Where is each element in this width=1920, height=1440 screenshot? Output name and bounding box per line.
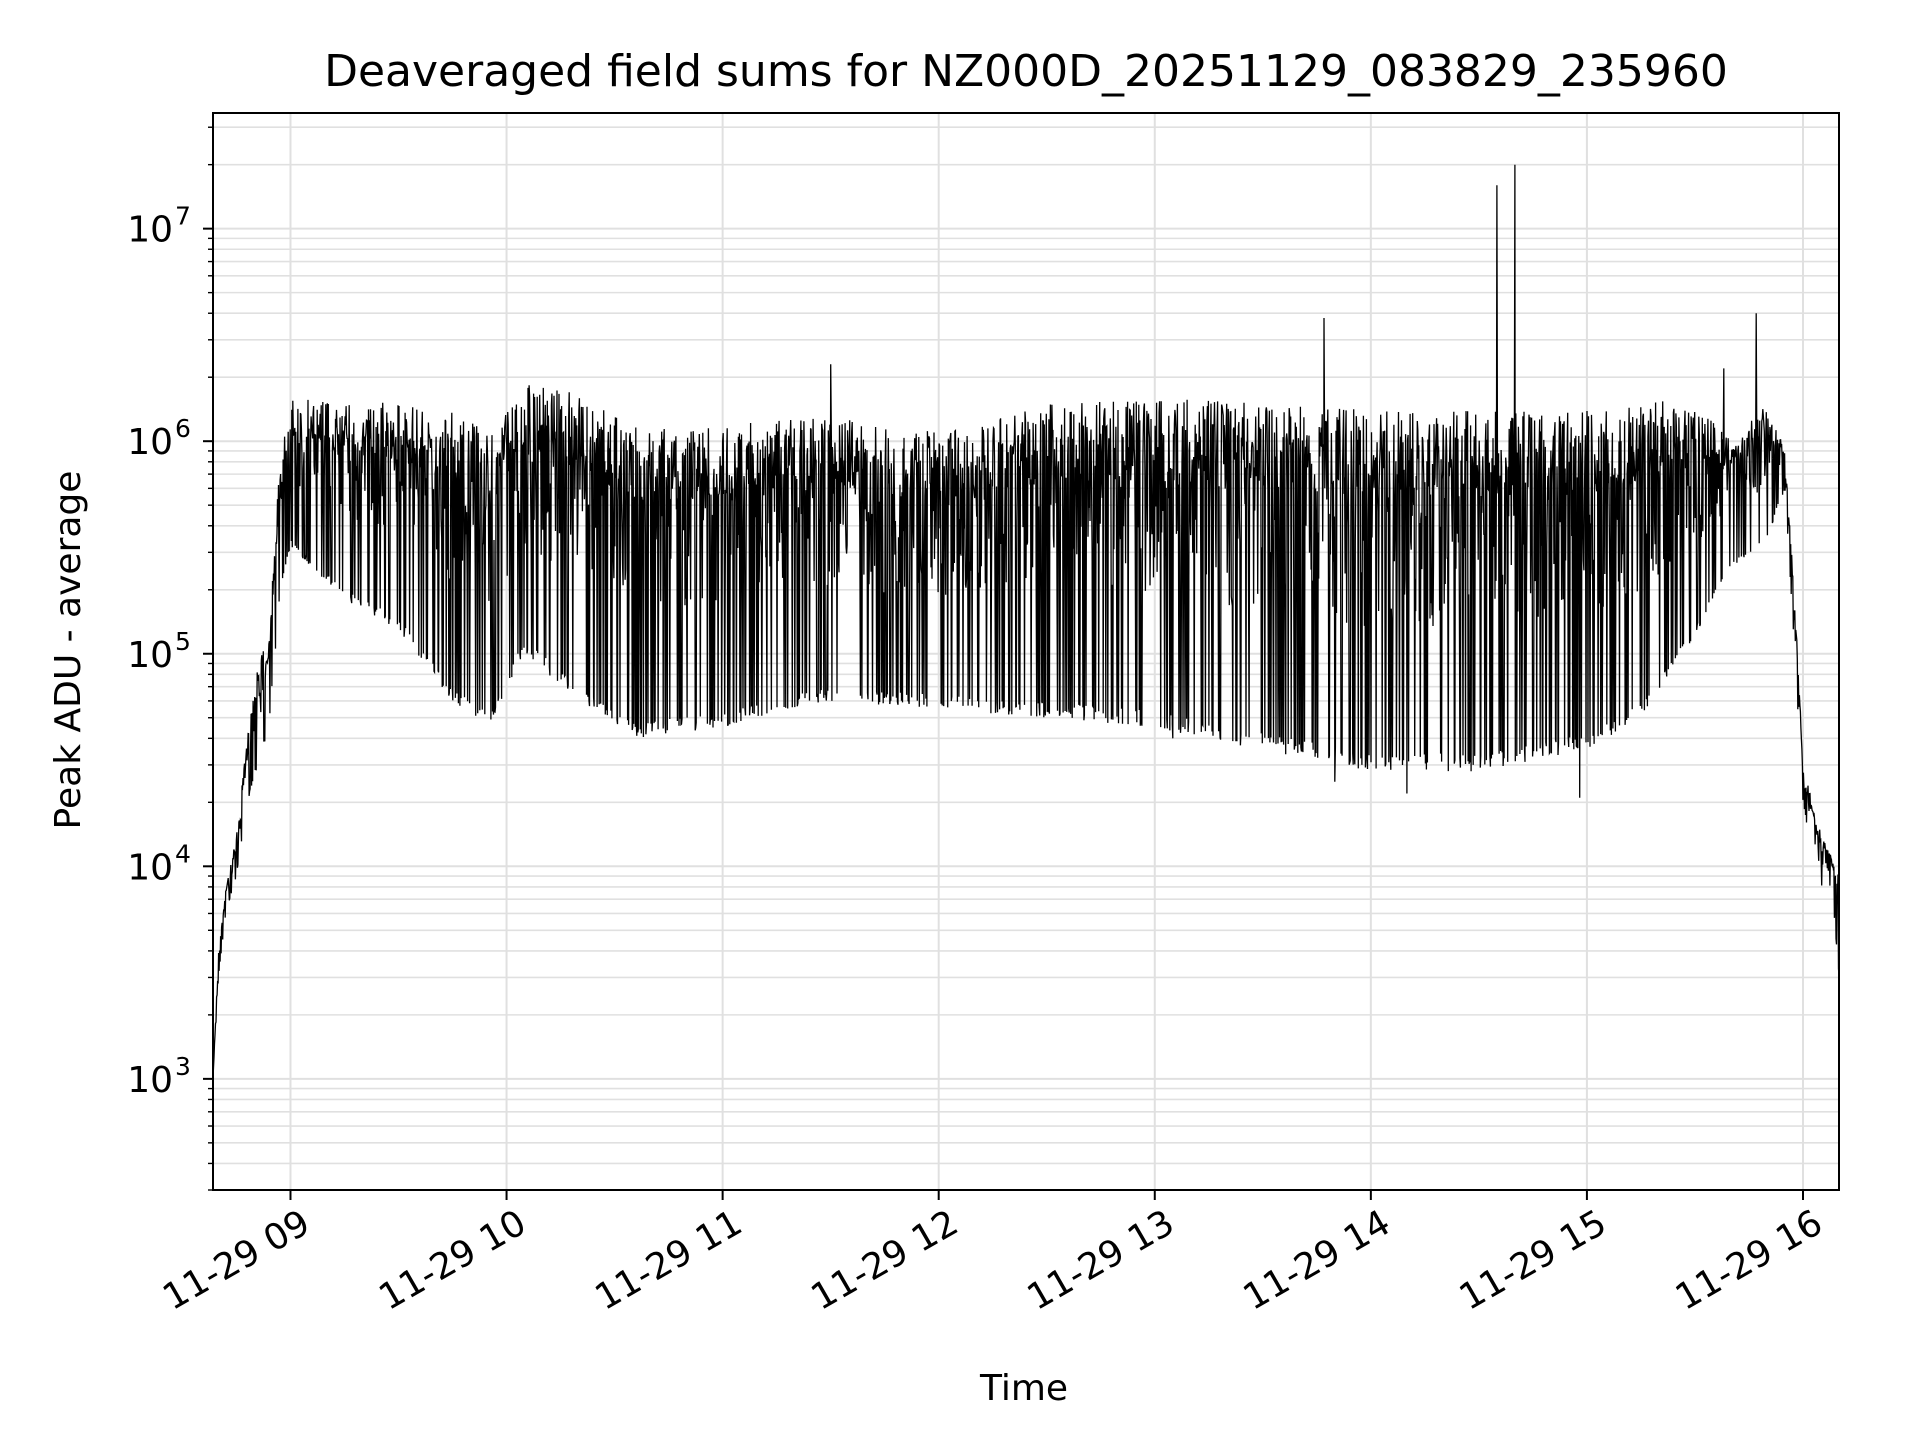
y-tick-exponent: 7 <box>175 202 191 231</box>
chart-title: Deaveraged field sums for NZ000D_2025112… <box>324 46 1728 97</box>
series-line <box>213 164 1839 1079</box>
y-tick-exponent: 5 <box>175 627 191 656</box>
y-tick-label: 10 <box>127 847 173 888</box>
plot-area <box>213 164 1839 1079</box>
y-tick-label: 10 <box>127 422 173 463</box>
y-tick-exponent: 4 <box>175 839 191 868</box>
x-axis-label: Time <box>979 1368 1068 1409</box>
y-tick-label: 10 <box>127 1060 173 1101</box>
y-tick-exponent: 3 <box>175 1052 191 1081</box>
y-tick-label: 10 <box>127 635 173 676</box>
y-tick-label: 10 <box>127 210 173 251</box>
y-axis-label: Peak ADU - average <box>48 471 89 830</box>
y-tick-exponent: 6 <box>175 414 191 443</box>
plot-frame <box>212 112 1840 1191</box>
